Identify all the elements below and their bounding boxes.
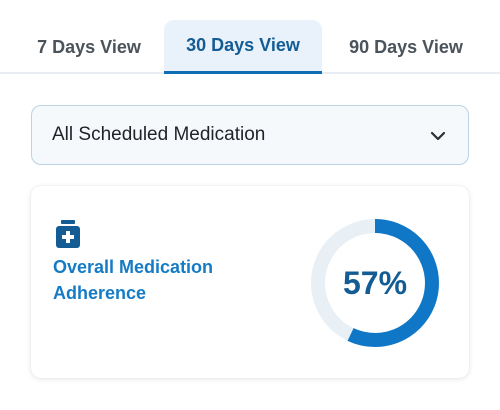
adherence-card: Overall Medication Adherence 57% — [31, 186, 469, 378]
tab-90-days[interactable]: 90 Days View — [349, 36, 463, 57]
adherence-title: Overall Medication Adherence — [53, 257, 214, 303]
medication-filter-value: All Scheduled Medication — [52, 124, 266, 145]
adherence-progress-ring — [311, 219, 439, 347]
tab-30-days[interactable]: 30 Days View — [164, 20, 322, 74]
chevron-down-icon — [430, 131, 446, 141]
medication-bottle-icon — [56, 220, 80, 248]
ring-progress-fill — [311, 219, 439, 347]
adherence-percent: 57% — [342, 264, 408, 301]
tab-7-days[interactable]: 7 Days View — [37, 36, 141, 57]
view-tabs: 7 Days View 30 Days View 90 Days View — [0, 0, 500, 74]
medication-filter-dropdown[interactable]: All Scheduled Medication — [31, 105, 469, 165]
